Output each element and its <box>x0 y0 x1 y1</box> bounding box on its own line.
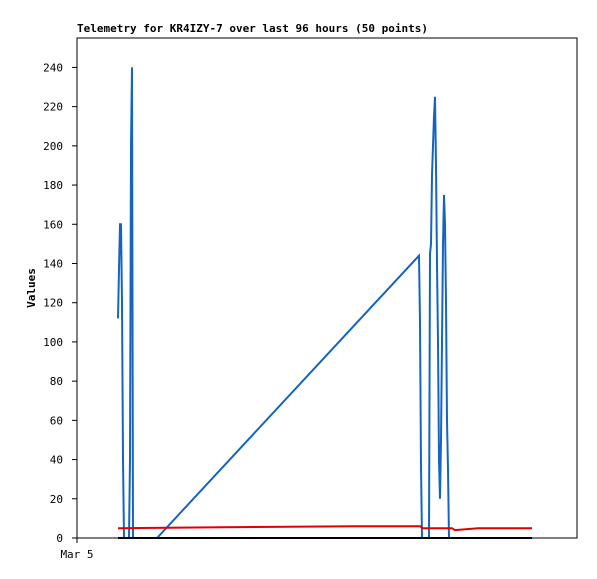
y-tick-label: 80 <box>50 375 63 388</box>
y-tick-label: 0 <box>56 532 63 545</box>
y-tick-label: 100 <box>43 336 63 349</box>
y-tick-label: 20 <box>50 493 63 506</box>
y-tick-label: 140 <box>43 257 63 270</box>
y-tick-label: 120 <box>43 297 63 310</box>
y-tick-label: 220 <box>43 101 63 114</box>
x-tick-label: Mar 5 <box>60 548 93 561</box>
line-series <box>117 67 452 539</box>
y-axis-label: Values <box>25 268 38 308</box>
y-tick-label: 200 <box>43 140 63 153</box>
y-tick-label: 40 <box>50 454 63 467</box>
line-series <box>118 525 532 532</box>
y-tick-label: 180 <box>43 179 63 192</box>
y-tick-label: 240 <box>43 61 63 74</box>
y-tick-label: 60 <box>50 414 63 427</box>
chart-title: Telemetry for KR4IZY-7 over last 96 hour… <box>77 22 428 35</box>
y-tick-label: 160 <box>43 218 63 231</box>
plot-frame <box>76 37 578 539</box>
